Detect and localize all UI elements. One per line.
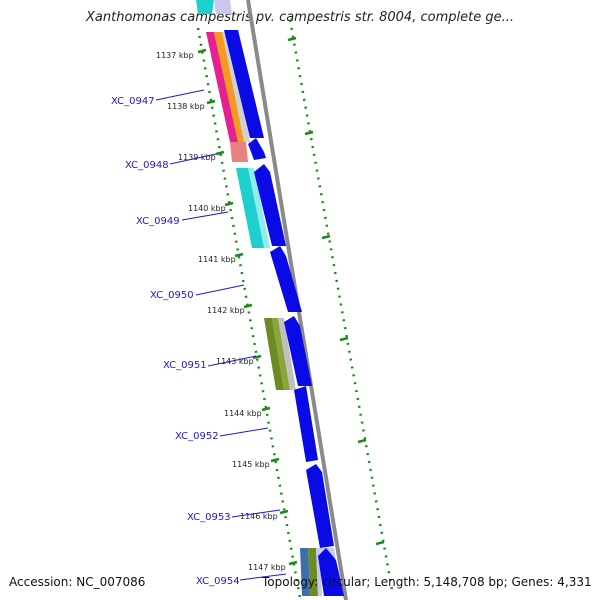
gene-label-xc-0953[interactable]: XC_0953 xyxy=(187,512,231,523)
gene-label-xc-0948[interactable]: XC_0948 xyxy=(125,160,169,171)
cds-arrow xyxy=(270,246,302,312)
cds-arrow xyxy=(284,316,312,386)
kbp-label: 1145 kbp xyxy=(232,460,270,469)
kbp-label: 1140 kbp xyxy=(188,204,226,213)
cds-arrow xyxy=(306,464,334,548)
outer-dotted-ring xyxy=(288,19,394,591)
map-title: Xanthomonas campestris pv. campestris st… xyxy=(86,10,514,25)
inner-dotted-ring xyxy=(196,27,302,599)
top-fragments xyxy=(196,0,232,14)
kbp-tick-marks xyxy=(197,48,298,566)
kbp-label: 1144 kbp xyxy=(224,409,262,418)
cds-arrow xyxy=(248,138,266,160)
feature-strips xyxy=(206,32,340,596)
gene-label-xc-0952[interactable]: XC_0952 xyxy=(175,431,219,442)
gene-labels[interactable]: XC_0947 XC_0948 XC_0949 XC_0950 XC_0951 … xyxy=(111,89,287,587)
gene-label-xc-0954[interactable]: XC_0954 xyxy=(196,576,240,587)
gene-label-xc-0947[interactable]: XC_0947 xyxy=(111,96,155,107)
kbp-label: 1137 kbp xyxy=(156,51,194,60)
cds-arrow xyxy=(254,164,286,246)
cds-arrows xyxy=(224,30,344,596)
kbp-label: 1139 kbp xyxy=(178,153,216,162)
cds-arrow xyxy=(318,548,344,596)
gene-label-xc-0949[interactable]: XC_0949 xyxy=(136,216,180,227)
kbp-label: 1141 kbp xyxy=(198,255,236,264)
kbp-label: 1138 kbp xyxy=(167,102,205,111)
gene-label-xc-0950[interactable]: XC_0950 xyxy=(150,290,194,301)
kbp-label: 1143 kbp xyxy=(216,357,254,366)
summary-text: Topology: circular; Length: 5,148,708 bp… xyxy=(262,575,592,589)
cds-arrow xyxy=(294,386,318,462)
outer-tick-marks xyxy=(287,36,385,546)
accession-text: Accession: NC_007086 xyxy=(9,575,146,589)
gene-label-xc-0951[interactable]: XC_0951 xyxy=(163,360,207,371)
kbp-label: 1142 kbp xyxy=(207,306,245,315)
kbp-label: 1146 kbp xyxy=(240,512,278,521)
cds-arrow xyxy=(224,30,264,138)
kbp-tick-labels: 1137 kbp 1138 kbp 1139 kbp 1140 kbp 1141… xyxy=(156,51,286,572)
kbp-label: 1147 kbp xyxy=(248,563,286,572)
